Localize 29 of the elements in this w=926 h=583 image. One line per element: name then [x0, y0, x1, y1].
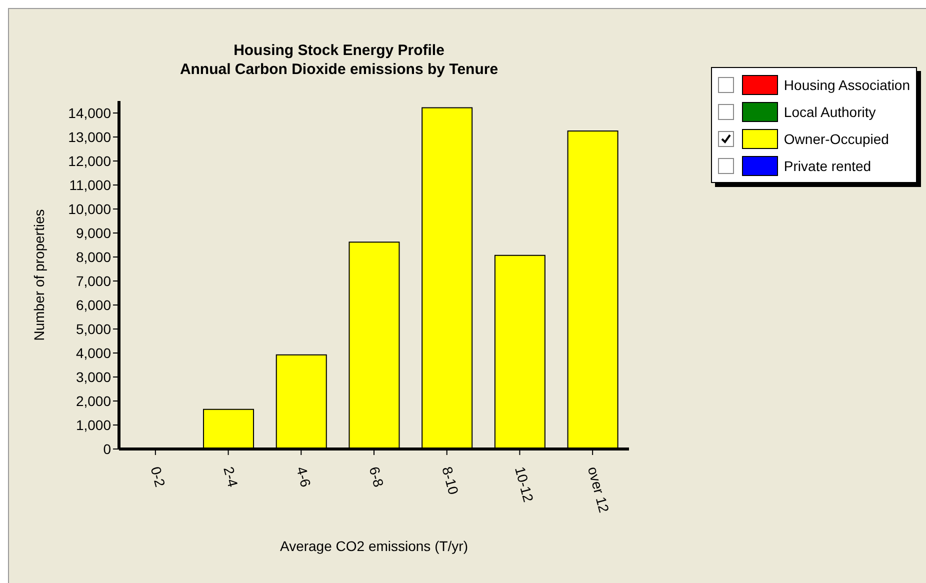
legend-label: Owner-Occupied — [784, 130, 889, 146]
y-axis-title: Number of properties — [30, 209, 47, 341]
y-tick-label: 5,000 — [76, 320, 112, 337]
chart-title: Housing Stock Energy Profile Annual Carbon Dioxide emissions by Tenure — [178, 41, 500, 79]
y-tick-label: 3,000 — [76, 368, 112, 385]
x-tick-label: 4-6 — [293, 464, 314, 489]
y-tick-label: 11,000 — [69, 176, 112, 193]
y-tick-label: 14,000 — [68, 104, 112, 121]
x-tick-label: 0-2 — [148, 464, 168, 489]
legend-label: Local Authority — [784, 104, 876, 120]
y-tick-label: 12,000 — [68, 152, 112, 169]
y-tick-label: 8,000 — [76, 248, 112, 265]
y-tick-label: 4,000 — [76, 344, 112, 361]
y-tick-label: 10,000 — [68, 200, 112, 217]
legend-label: Private rented — [784, 158, 872, 174]
x-tick-label: 2-4 — [220, 464, 242, 489]
y-tick-label: 2,000 — [76, 392, 112, 409]
x-tick-label: over 12 — [584, 464, 612, 514]
x-tick-label: 10-12 — [512, 464, 537, 504]
x-tick-label: 6-8 — [366, 464, 388, 489]
y-tick-label: 0 — [103, 440, 112, 457]
y-tick-label: 9,000 — [76, 224, 112, 241]
y-tick-label: 13,000 — [68, 128, 112, 145]
y-tick-label: 1,000 — [76, 416, 112, 433]
x-tick-label: 8-10 — [439, 464, 462, 496]
y-tick-label: 6,000 — [76, 296, 112, 313]
x-axis-title: Average CO2 emissions (T/yr) — [280, 538, 468, 554]
legend-label: Housing Association — [784, 76, 910, 92]
y-tick-label: 7,000 — [76, 272, 112, 289]
